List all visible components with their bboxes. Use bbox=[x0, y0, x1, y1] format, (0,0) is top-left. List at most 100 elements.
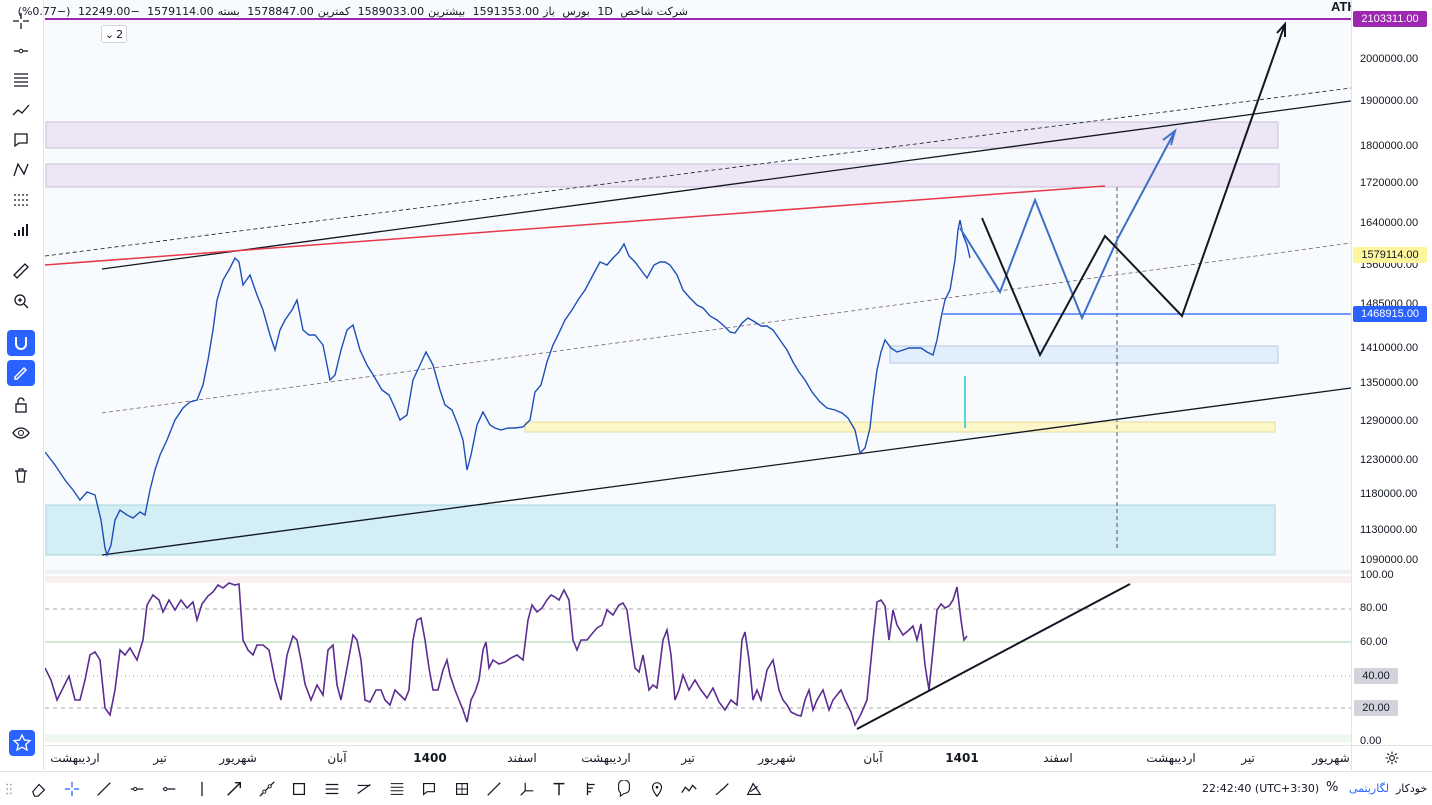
pattern-tool-button[interactable] bbox=[7, 157, 35, 183]
rsi-pane[interactable] bbox=[45, 575, 1351, 745]
prediction-tool-button[interactable] bbox=[7, 187, 35, 213]
gear-icon bbox=[1385, 751, 1399, 765]
rsi-series[interactable] bbox=[44, 582, 968, 728]
eraser-tool-button[interactable] bbox=[28, 779, 50, 799]
price-label: 1290000.00 bbox=[1360, 415, 1419, 427]
legend-close: 1579114.00 bbox=[147, 5, 214, 18]
zone-lower-upper[interactable] bbox=[45, 163, 1280, 188]
last-price-tag: 1579114.00 bbox=[1353, 247, 1427, 263]
parallel-channel-tool-button[interactable] bbox=[321, 779, 343, 799]
clock[interactable]: 22:42:40 (UTC+3:30) bbox=[1202, 782, 1320, 795]
legend-symbol: شرکت شاخص bbox=[620, 5, 688, 18]
channel-upper-line[interactable] bbox=[101, 100, 1352, 270]
projection-blue[interactable] bbox=[959, 130, 1176, 321]
rsi-trendline[interactable] bbox=[856, 583, 1131, 730]
trendline-tool-button[interactable] bbox=[93, 779, 115, 799]
auto-toggle[interactable]: خودکار bbox=[1396, 782, 1428, 795]
channel-upper-dashed[interactable] bbox=[44, 87, 1352, 257]
zoom-icon bbox=[14, 294, 29, 309]
pin-tool-button[interactable] bbox=[646, 779, 668, 799]
drag-handle-icon[interactable] bbox=[2, 779, 16, 799]
text-icon bbox=[553, 782, 565, 796]
trash-icon bbox=[15, 468, 27, 483]
ruler-tool-button[interactable] bbox=[7, 258, 35, 284]
percent-toggle[interactable]: % bbox=[1326, 780, 1339, 795]
zone-bottom-cyan[interactable] bbox=[45, 504, 1276, 556]
indicators-count: 2 bbox=[116, 27, 124, 41]
horizontal-ray-tool-button[interactable] bbox=[126, 779, 148, 799]
chart-pane[interactable]: ATH شرکت شاخص 1D بورس باز1591353.00 بیشت… bbox=[18, 0, 1357, 745]
balloon-tool-button[interactable] bbox=[613, 779, 635, 799]
horizontal-line-tool-button[interactable] bbox=[7, 38, 35, 64]
price-label: 1130000.00 bbox=[1360, 524, 1418, 536]
log-toggle[interactable]: لگاریتمی bbox=[1349, 782, 1389, 795]
eye-tool-button[interactable] bbox=[7, 420, 35, 446]
time-label: شهریور bbox=[1312, 751, 1350, 765]
trash-tool-button[interactable] bbox=[7, 462, 35, 488]
triangle-tool-button[interactable] bbox=[743, 779, 765, 799]
brush-tool-button[interactable] bbox=[711, 779, 733, 799]
price-scale[interactable]: 2000000.00 1900000.00 1800000.00 1720000… bbox=[1351, 0, 1432, 747]
price-label: 2000000.00 bbox=[1360, 53, 1419, 65]
legend-low-label: کمترین bbox=[317, 5, 351, 18]
trend-tool-button[interactable] bbox=[7, 97, 35, 123]
lock-drawing-icon bbox=[14, 366, 28, 380]
legend-change-pct: (−0.77%) bbox=[17, 5, 71, 18]
fib-channel-icon bbox=[390, 783, 403, 795]
price-series[interactable] bbox=[44, 219, 971, 558]
time-axis[interactable]: اردیبهشت تیر شهریور آبان 1400 اسفند اردی… bbox=[45, 745, 1351, 770]
pin-icon bbox=[651, 782, 662, 798]
regression-tool-button[interactable] bbox=[353, 779, 375, 799]
zone-yellow[interactable] bbox=[524, 421, 1276, 433]
resistance-red-line[interactable] bbox=[44, 185, 1106, 266]
favorites-icon bbox=[12, 733, 32, 752]
vertical-line-tool-button[interactable] bbox=[191, 779, 213, 799]
fib-tool-button[interactable] bbox=[7, 67, 35, 93]
fib-channel-tool-button[interactable] bbox=[386, 779, 408, 799]
rectangle-tool-button[interactable] bbox=[288, 779, 310, 799]
crosshair-tool-button[interactable] bbox=[61, 779, 83, 799]
zone-upper[interactable] bbox=[45, 121, 1279, 149]
volume-tool-button[interactable] bbox=[7, 217, 35, 243]
favorites-button[interactable] bbox=[9, 730, 35, 756]
price-label: 1090000.00 bbox=[1360, 554, 1419, 566]
ath-annotation: ATH bbox=[1331, 0, 1351, 14]
callout-tool-button[interactable] bbox=[7, 127, 35, 153]
fib-icon bbox=[14, 73, 28, 87]
path-tool-button[interactable] bbox=[678, 779, 700, 799]
lock-tool-button[interactable] bbox=[7, 392, 35, 418]
pitchfork-icon bbox=[519, 782, 533, 796]
magnet-tool-button[interactable] bbox=[7, 330, 35, 356]
indicators-collapse-button[interactable]: ⌄ 2 bbox=[101, 25, 127, 43]
brush-icon bbox=[715, 783, 729, 796]
pane-separator[interactable] bbox=[45, 570, 1351, 574]
horizontal-line-tool-button[interactable] bbox=[158, 779, 180, 799]
rectangle-icon bbox=[14, 133, 28, 148]
chart-settings-button[interactable] bbox=[1351, 745, 1432, 770]
price-note-tool-button[interactable] bbox=[581, 779, 603, 799]
zoom-tool-button[interactable] bbox=[7, 288, 35, 314]
gann-box-tool-button[interactable] bbox=[451, 779, 473, 799]
rsi-label: 60.00 bbox=[1360, 636, 1388, 648]
lock-drawing-tool-button[interactable] bbox=[7, 360, 35, 386]
left-toolbar bbox=[0, 0, 44, 770]
chart-canvas[interactable]: ATH bbox=[44, 0, 1357, 745]
chevron-down-icon: ⌄ bbox=[104, 27, 115, 41]
projection-black-arrowhead bbox=[1276, 21, 1286, 37]
arrow-tool-button[interactable] bbox=[223, 779, 245, 799]
zone-support-blue[interactable] bbox=[889, 345, 1279, 364]
callout-tool-button[interactable] bbox=[418, 779, 440, 799]
extended-line-tool-button[interactable] bbox=[256, 779, 278, 799]
projection-black[interactable] bbox=[981, 23, 1286, 358]
price-note-icon bbox=[586, 782, 595, 796]
text-tool-button[interactable] bbox=[548, 779, 570, 799]
callout-icon bbox=[423, 783, 435, 796]
trend-icon bbox=[12, 104, 30, 116]
crosshair-tool-button[interactable] bbox=[7, 8, 35, 34]
crosshair-icon bbox=[13, 13, 29, 29]
time-label: 1400 bbox=[413, 751, 447, 765]
rsi-tag-20: 20.00 bbox=[1354, 700, 1398, 716]
channel-lower-line[interactable] bbox=[101, 387, 1352, 556]
info-line-tool-button[interactable] bbox=[483, 779, 505, 799]
pitchfork-tool-button[interactable] bbox=[516, 779, 538, 799]
